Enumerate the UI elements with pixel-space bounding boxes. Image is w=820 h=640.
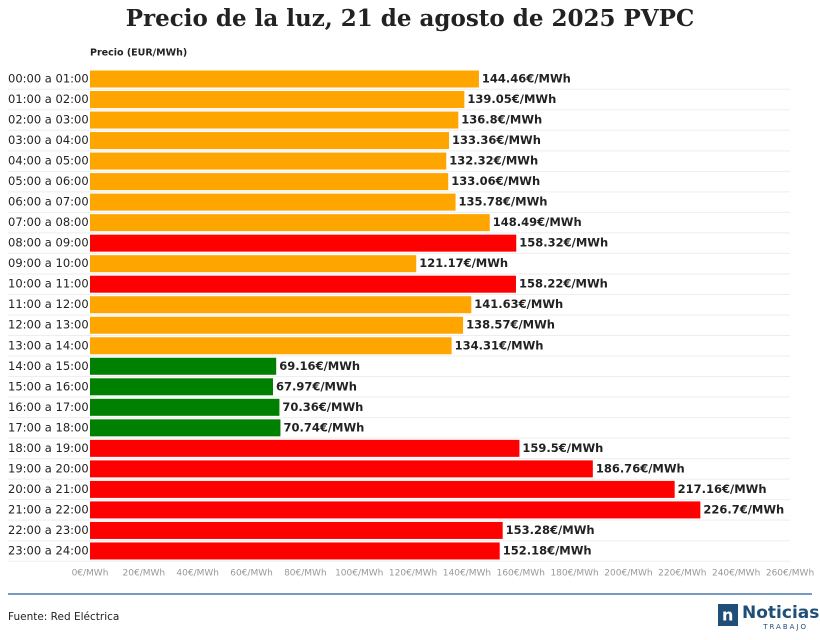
bar [90,316,464,334]
logo-sub: TRABAJO [762,623,808,631]
value-label: 133.36€/MWh [452,133,541,147]
value-label: 158.32€/MWh [519,236,608,250]
y-tick-label: 12:00 a 13:00 [8,318,89,332]
y-tick-label: 18:00 a 19:00 [8,441,89,455]
y-tick-label: 16:00 a 17:00 [8,400,89,414]
x-tick-label: 60€/MWh [230,569,273,579]
y-tick-label: 19:00 a 20:00 [8,461,89,475]
y-tick-label: 23:00 a 24:00 [8,543,89,557]
value-label: 186.76€/MWh [596,461,685,475]
bar [90,255,417,273]
y-tick-label: 09:00 a 10:00 [8,256,89,270]
y-tick-label: 08:00 a 09:00 [8,236,89,250]
bar [90,378,273,396]
value-label: 159.5€/MWh [522,441,603,455]
x-tick-label: 100€/MWh [335,569,383,579]
value-label: 153.28€/MWh [506,523,595,537]
x-tick-label: 200€/MWh [604,569,652,579]
x-tick-label: 20€/MWh [123,569,166,579]
value-label: 152.18€/MWh [503,543,592,557]
value-label: 70.74€/MWh [283,420,364,434]
bar [90,398,280,416]
x-tick-label: 220€/MWh [658,569,706,579]
value-label: 133.06€/MWh [451,174,540,188]
bar [90,501,701,519]
bar [90,234,517,252]
value-label: 217.16€/MWh [678,482,767,496]
x-tick-label: 160€/MWh [497,569,545,579]
y-tick-label: 17:00 a 18:00 [8,420,89,434]
y-tick-label: 10:00 a 11:00 [8,277,89,291]
bar [90,521,503,539]
value-label: 139.05€/MWh [467,92,556,106]
logo-icon [718,604,738,626]
value-label: 69.16€/MWh [279,359,360,373]
value-label: 70.36€/MWh [282,400,363,414]
axis-label: Precio (EUR/MWh) [90,48,187,59]
bar [90,152,447,170]
value-label: 226.7€/MWh [703,502,784,516]
bar [90,111,459,129]
y-tick-label: 03:00 a 04:00 [8,133,89,147]
y-tick-label: 02:00 a 03:00 [8,113,89,127]
value-label: 144.46€/MWh [482,72,571,86]
y-tick-label: 22:00 a 23:00 [8,523,89,537]
x-tick-label: 260€/MWh [766,569,814,579]
bar [90,337,452,355]
source: Fuente: Red Eléctrica [8,611,119,623]
bar [90,70,479,88]
value-label: 148.49€/MWh [493,215,582,229]
bar [90,357,277,375]
y-tick-label: 07:00 a 08:00 [8,215,89,229]
bar [90,542,500,560]
value-label: 132.32€/MWh [449,154,538,168]
value-label: 158.22€/MWh [519,277,608,291]
y-tick-label: 05:00 a 06:00 [8,174,89,188]
bar [90,275,516,293]
bar [90,173,449,191]
bar [90,91,465,109]
y-tick-label: 04:00 a 05:00 [8,154,89,168]
value-label: 138.57€/MWh [466,318,555,332]
x-tick-label: 0€/MWh [72,569,109,579]
y-tick-label: 06:00 a 07:00 [8,195,89,209]
value-label: 67.97€/MWh [276,379,357,393]
x-tick-label: 120€/MWh [389,569,437,579]
y-tick-label: 11:00 a 12:00 [8,297,89,311]
y-tick-label: 15:00 a 16:00 [8,379,89,393]
bar [90,296,472,314]
bar [90,419,281,437]
value-label: 136.8€/MWh [461,113,542,127]
value-label: 141.63€/MWh [474,297,563,311]
value-label: 135.78€/MWh [459,195,548,209]
value-label: 121.17€/MWh [419,256,508,270]
y-tick-label: 13:00 a 14:00 [8,338,89,352]
y-tick-label: 01:00 a 02:00 [8,92,89,106]
x-tick-label: 40€/MWh [176,569,219,579]
x-tick-label: 240€/MWh [712,569,760,579]
x-tick-label: 140€/MWh [443,569,491,579]
bar [90,193,456,211]
bar [90,460,593,478]
y-tick-label: 20:00 a 21:00 [8,482,89,496]
logo-name: Noticias [742,603,819,623]
y-tick-label: 00:00 a 01:00 [8,72,89,86]
value-label: 134.31€/MWh [455,338,544,352]
x-tick-label: 80€/MWh [284,569,327,579]
bar [90,132,450,150]
logo-icon-letter: n [722,606,733,625]
chart-title: Precio de la luz, 21 de agosto de 2025 P… [126,5,695,32]
bar [90,480,675,498]
y-tick-label: 21:00 a 22:00 [8,502,89,516]
y-tick-label: 14:00 a 15:00 [8,359,89,373]
bar [90,439,520,457]
x-tick-label: 180€/MWh [550,569,598,579]
bar [90,214,490,232]
